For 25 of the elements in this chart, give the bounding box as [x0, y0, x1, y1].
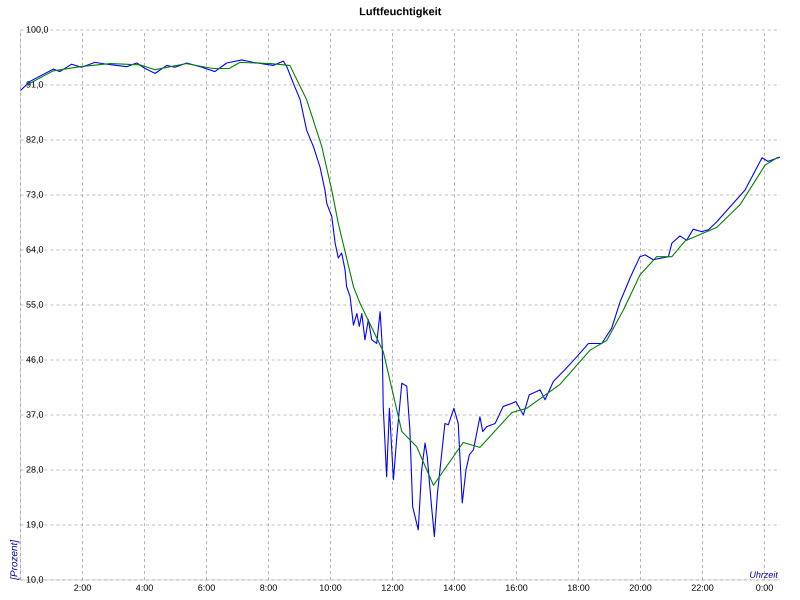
chart-title: Luftfeuchtigkeit — [360, 7, 442, 18]
y-axis-title: [Prozent] — [10, 540, 20, 580]
y-tick-label: 10,0 — [26, 576, 44, 584]
x-tick-label: 22:00 — [692, 584, 714, 591]
y-tick-label: 100,0 — [26, 26, 48, 34]
y-tick-label: 46,0 — [26, 356, 44, 364]
x-tick-label: 10:00 — [320, 584, 342, 591]
y-tick-label: 37,0 — [26, 411, 44, 419]
x-tick-label: 8:00 — [260, 584, 277, 591]
x-tick-label: 16:00 — [506, 584, 528, 591]
y-tick-label: 64,0 — [26, 246, 44, 254]
x-axis-title: Uhrzeit — [750, 571, 778, 578]
y-tick-label: 55,0 — [26, 301, 44, 309]
y-tick-label: 19,0 — [26, 521, 44, 529]
y-tick-label: 28,0 — [26, 466, 44, 474]
x-tick-label: 2:00 — [74, 584, 91, 591]
x-tick-label: 6:00 — [198, 584, 215, 591]
x-tick-label: 4:00 — [136, 584, 153, 591]
y-tick-label: 82,0 — [26, 136, 44, 144]
x-tick-label: 0:00 — [756, 584, 773, 591]
x-tick-label: 12:00 — [382, 584, 404, 591]
x-tick-label: 18:00 — [568, 584, 590, 591]
x-tick-label: 14:00 — [444, 584, 466, 591]
y-tick-label: 73,0 — [26, 191, 44, 199]
x-tick-label: 20:00 — [630, 584, 652, 591]
